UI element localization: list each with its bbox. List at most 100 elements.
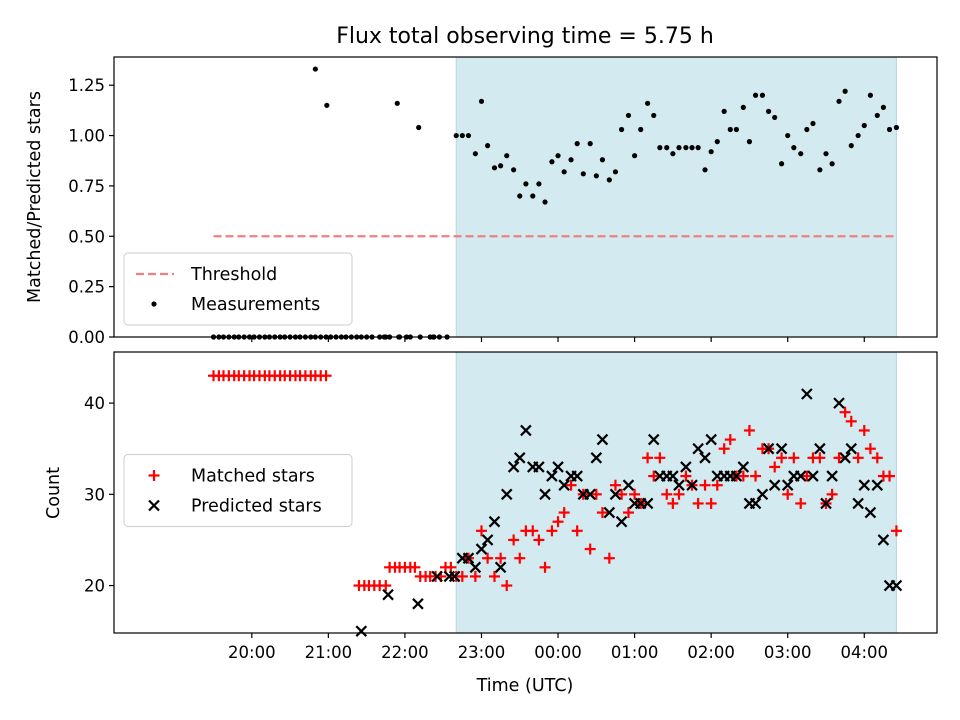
data-point — [481, 534, 494, 546]
data-point — [412, 598, 424, 610]
data-point — [794, 470, 807, 482]
data-point — [475, 543, 488, 555]
data-point — [606, 177, 612, 183]
data-point — [765, 108, 772, 114]
data-point — [657, 145, 663, 151]
data-point — [743, 424, 755, 436]
data-point — [603, 506, 616, 519]
data-point — [459, 132, 465, 139]
data-point — [852, 497, 864, 510]
x-axis-label: Time (UTC) — [476, 676, 574, 696]
data-point — [615, 515, 628, 528]
data-point — [829, 161, 835, 167]
bottom-panel-y-axis-label: Count — [44, 467, 64, 519]
data-point — [584, 543, 596, 555]
data-point — [555, 153, 561, 159]
legend-entry-label: Predicted stars — [191, 497, 322, 517]
data-point — [571, 470, 583, 482]
data-point — [855, 132, 861, 139]
legend-entry-label: Threshold — [190, 265, 277, 285]
data-point — [683, 145, 689, 151]
data-point — [817, 167, 823, 173]
legend-marker-swatch — [148, 499, 160, 512]
data-point — [833, 397, 845, 409]
data-point — [478, 98, 485, 104]
data-point — [641, 497, 654, 510]
data-point — [705, 497, 717, 509]
data-point — [629, 488, 641, 500]
data-point — [382, 588, 394, 601]
data-point — [558, 507, 570, 519]
data-point — [622, 479, 635, 491]
data-point — [756, 488, 769, 501]
data-point — [507, 461, 520, 473]
data-point — [638, 126, 644, 133]
data-point — [826, 470, 838, 482]
data-point — [692, 497, 704, 509]
data-point — [546, 470, 558, 482]
data-point — [584, 488, 596, 501]
data-point — [667, 497, 679, 509]
data-point — [654, 452, 666, 464]
data-point — [618, 126, 625, 133]
data-point — [631, 153, 638, 159]
x-tick-label: 04:00 — [840, 643, 888, 662]
data-point — [568, 157, 574, 163]
data-point — [864, 443, 876, 455]
data-point — [533, 461, 545, 473]
data-point — [462, 552, 475, 564]
data-point — [718, 443, 730, 455]
bottom-panel: 20 30 40 20:00 21:00 22:00 23:00 00:00 01:00 02:0… — [84, 351, 938, 662]
data-point — [648, 470, 660, 482]
y-tick-label: 40 — [84, 394, 105, 413]
data-point — [804, 126, 810, 133]
data-point — [587, 141, 593, 147]
data-point — [495, 552, 507, 564]
data-point — [858, 479, 871, 491]
data-point — [599, 157, 606, 163]
y-tick-label: 0.75 — [68, 177, 105, 196]
y-tick-label: 0.50 — [68, 227, 105, 246]
data-point — [491, 165, 498, 171]
data-point — [612, 169, 619, 175]
data-point — [469, 570, 481, 582]
data-point — [514, 552, 526, 564]
data-point — [593, 173, 599, 179]
data-point — [664, 145, 670, 151]
data-point — [590, 488, 602, 500]
data-point — [673, 479, 685, 491]
series-matched-stars — [208, 370, 902, 592]
data-point — [839, 452, 851, 464]
data-point — [549, 159, 555, 165]
data-point — [871, 479, 884, 491]
series-predicted-stars — [355, 388, 903, 637]
data-point — [689, 145, 695, 151]
data-point — [561, 169, 567, 175]
data-point — [475, 525, 487, 537]
data-point — [645, 100, 651, 106]
data-point — [871, 452, 883, 464]
data-point — [801, 470, 813, 482]
data-point — [762, 442, 775, 455]
data-point — [552, 516, 564, 528]
data-point — [890, 579, 903, 592]
data-point — [826, 488, 838, 500]
data-point — [498, 163, 504, 169]
data-point — [603, 552, 615, 564]
data-point — [456, 570, 468, 582]
x-tick-label: 02:00 — [687, 643, 735, 662]
data-point — [416, 124, 422, 131]
plot-area: 0.00 0.25 0.50 0.75 1.00 1.25 Threshold Measure… — [68, 56, 938, 662]
x-tick-label: 21:00 — [305, 643, 353, 662]
data-point — [580, 171, 586, 177]
data-point — [513, 452, 526, 464]
data-point — [730, 470, 743, 482]
data-point — [775, 442, 788, 455]
bottom-panel-legend: Matched stars Predicted stars — [123, 454, 353, 527]
data-point — [686, 479, 698, 491]
data-point — [798, 151, 804, 157]
data-point — [651, 112, 657, 119]
data-point — [772, 114, 778, 121]
data-point — [527, 525, 539, 537]
data-point — [705, 433, 717, 446]
